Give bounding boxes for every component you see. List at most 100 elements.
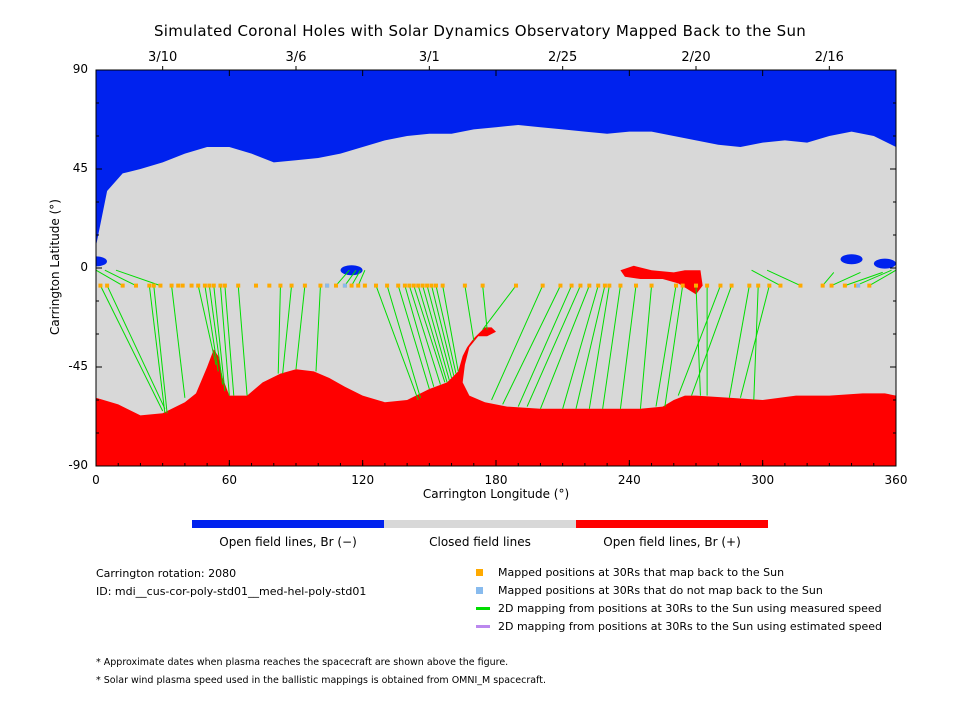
unmapped-footpoint [325, 283, 330, 288]
measured-speed-mapping-line [204, 285, 219, 372]
measured-speed-mapping-line [351, 269, 361, 286]
mapped-footpoint [607, 283, 612, 288]
measured-speed-mapping-line [619, 285, 637, 409]
date-label: 3/1 [418, 50, 440, 65]
mapped-footpoint [151, 283, 156, 288]
measured-speed-mapping-line [237, 285, 248, 396]
mapped-footpoint [569, 283, 574, 288]
map-layers [96, 70, 896, 466]
open-positive-south-region [96, 327, 896, 466]
model-id: ID: mdi__cus-cor-poly-std01__med-hel-pol… [96, 585, 367, 598]
mapped-footpoint [147, 283, 152, 288]
mapped-footpoint [558, 283, 563, 288]
measured-speed-mapping-line [464, 285, 475, 341]
measured-speed-mapping-line [482, 285, 488, 330]
measured-speed-mapping-line [213, 285, 226, 392]
mapped-footpoint [356, 283, 361, 288]
measured-speed-mapping-line [435, 285, 457, 374]
mapped-footpoint [278, 283, 283, 288]
closed-lobe [246, 181, 279, 210]
measured-speed-mapping-line [539, 285, 590, 409]
unmapped-footpoint [856, 283, 861, 288]
measured-speed-mapping-line [417, 285, 448, 383]
note-dates: * Approximate dates when plasma reaches … [96, 657, 509, 668]
measured-speed-mapping-line [602, 285, 621, 409]
measured-speed-mapping-line [822, 272, 835, 286]
date-label: 3/10 [148, 50, 178, 65]
measured-speed-mapping-line [422, 285, 450, 381]
colorbar-segment-closed [384, 520, 576, 528]
closed-lobe [491, 210, 524, 238]
mapped-footpoint [434, 283, 438, 288]
mapped-footpoint [98, 283, 103, 288]
closed-lobe [124, 188, 157, 216]
colorbar [192, 520, 768, 528]
measured-speed-mapping-line [869, 269, 896, 287]
measured-speed-mapping-line [397, 285, 430, 390]
mapped-footpoint [867, 283, 872, 288]
measured-speed-mapping-line [664, 285, 684, 407]
y-tick-label: 45 [72, 161, 88, 175]
mapped-footpoint [402, 283, 407, 288]
measured-speed-mapping-line [677, 285, 721, 396]
measured-speed-mapping-line [431, 285, 455, 376]
x-tick-label: 60 [221, 473, 237, 487]
mapped-footpoint [680, 283, 685, 288]
x-tick-label: 240 [617, 473, 641, 487]
measured-speed-mapping-line [728, 285, 750, 398]
mapped-footpoint [694, 283, 698, 288]
chart-title: Simulated Coronal Holes with Solar Dynam… [153, 22, 807, 40]
closed-lobe [157, 177, 190, 205]
measured-speed-mapping-line [502, 285, 561, 405]
measured-speed-mapping-line [357, 270, 366, 286]
y-tick-label: 90 [72, 62, 88, 76]
closed-lobe [813, 205, 846, 234]
mapped-footpoint [416, 283, 421, 288]
mapped-footpoint [596, 283, 601, 288]
legend-square-lightblue [476, 587, 483, 594]
mapped-footpoint [718, 283, 723, 288]
x-tick-label: 0 [92, 473, 100, 487]
mapped-footpoint [396, 283, 401, 288]
measured-speed-mapping-line [426, 285, 453, 379]
measured-speed-mapping-line [526, 285, 581, 407]
mapped-footpoint [747, 283, 752, 288]
date-label: 2/16 [814, 50, 844, 65]
measured-speed-mapping-line [482, 285, 517, 330]
measured-speed-mapping-line [148, 285, 166, 414]
measured-speed-mapping-line [575, 285, 606, 409]
legend-line-green [476, 607, 490, 610]
closed-lobe [768, 192, 801, 221]
measured-speed-mapping-line [115, 269, 161, 287]
measured-speed-mapping-line [408, 285, 441, 385]
legend-label: 2D mapping from positions at 30Rs to the… [498, 620, 883, 633]
x-tick-label: 180 [484, 473, 508, 487]
mapped-footpoint [374, 283, 378, 288]
measured-speed-mapping-line [96, 269, 123, 287]
measured-speed-mapping-line [691, 285, 733, 396]
mapped-footpoint [196, 283, 201, 288]
measured-speed-mapping-line [588, 285, 610, 409]
measured-speed-mapping-line [282, 285, 293, 374]
legend-label: Mapped positions at 30Rs that do not map… [498, 584, 823, 597]
mapped-footpoint [634, 283, 638, 288]
legend-square-orange [476, 569, 483, 576]
mapped-footpoint [420, 283, 425, 288]
date-label: 2/20 [681, 50, 711, 65]
mapped-footpoint [105, 283, 110, 288]
mapped-footpoint [120, 283, 125, 288]
open-positive-low-lat-patch [620, 265, 703, 295]
colorbar-label-closed: Closed field lines [429, 535, 531, 549]
mapped-footpoint [189, 283, 194, 288]
measured-speed-mapping-line [386, 285, 421, 398]
measured-speed-mapping-line [491, 285, 544, 401]
measured-speed-mapping-line [739, 285, 770, 398]
mapped-footpoint [267, 283, 272, 288]
measured-speed-mapping-line [295, 285, 306, 370]
open-negative-patch [873, 258, 896, 269]
y-tick-label: -45 [68, 359, 88, 373]
colorbar-segment-open-positive [576, 520, 768, 528]
legend-label: Mapped positions at 30Rs that map back t… [498, 566, 785, 579]
closed-lobe [202, 192, 235, 221]
